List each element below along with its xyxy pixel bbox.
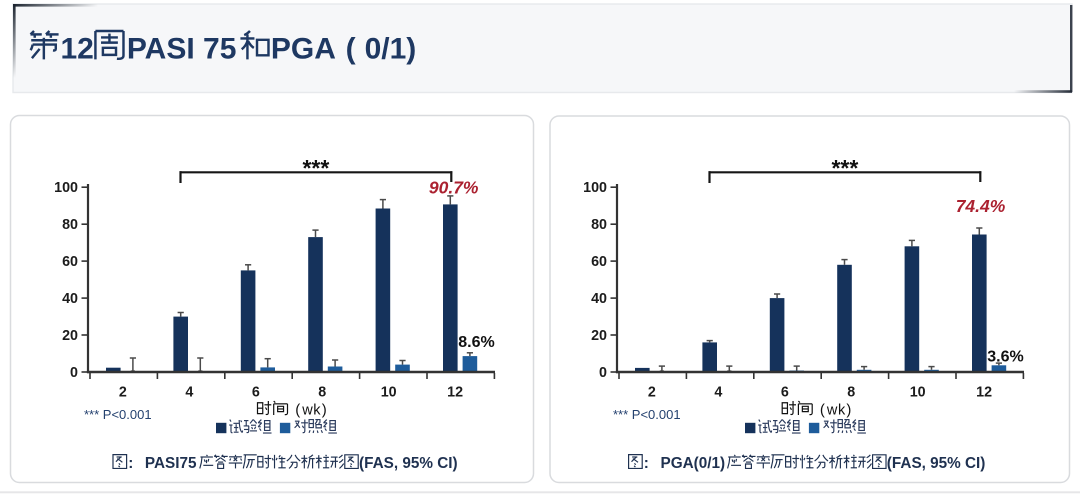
svg-text:100: 100 bbox=[54, 180, 78, 196]
svg-text:80: 80 bbox=[62, 217, 78, 233]
svg-text:0: 0 bbox=[70, 365, 78, 381]
svg-text:10: 10 bbox=[910, 385, 926, 401]
svg-text:PASI 75: PASI 75 bbox=[127, 33, 236, 66]
svg-text:): ) bbox=[406, 33, 416, 66]
svg-text:(: ( bbox=[820, 402, 825, 419]
svg-text:*** P<0.001: *** P<0.001 bbox=[613, 407, 681, 422]
svg-text:8: 8 bbox=[847, 385, 855, 401]
svg-text:): ) bbox=[846, 402, 851, 419]
svg-text:wk: wk bbox=[301, 403, 321, 419]
svg-text:12: 12 bbox=[447, 385, 463, 401]
svg-text:6: 6 bbox=[781, 385, 789, 401]
svg-text:60: 60 bbox=[62, 254, 78, 270]
svg-text:60: 60 bbox=[591, 254, 607, 270]
svg-text:20: 20 bbox=[62, 328, 78, 344]
svg-text:2: 2 bbox=[648, 385, 656, 401]
svg-text:12: 12 bbox=[976, 385, 992, 401]
svg-text:0/1: 0/1 bbox=[365, 33, 407, 66]
svg-text:): ) bbox=[322, 402, 327, 419]
svg-text:8: 8 bbox=[318, 385, 326, 401]
svg-text:4: 4 bbox=[714, 385, 722, 401]
svg-text:10: 10 bbox=[381, 385, 397, 401]
svg-text:4: 4 bbox=[185, 385, 193, 401]
svg-text::: : bbox=[644, 455, 649, 472]
svg-text:100: 100 bbox=[583, 180, 607, 196]
svg-text:(FAS, 95% CI): (FAS, 95% CI) bbox=[887, 455, 986, 472]
svg-text:0: 0 bbox=[599, 365, 607, 381]
svg-text:40: 40 bbox=[591, 291, 607, 307]
svg-text:2: 2 bbox=[119, 385, 127, 401]
svg-text:74.4%: 74.4% bbox=[956, 196, 1006, 216]
svg-text:40: 40 bbox=[62, 291, 78, 307]
svg-text:PGA: PGA bbox=[271, 33, 336, 66]
svg-text:90.7%: 90.7% bbox=[429, 178, 479, 198]
svg-text:PASI75: PASI75 bbox=[145, 455, 197, 472]
svg-text::: : bbox=[128, 455, 133, 472]
svg-text:*** P<0.001: *** P<0.001 bbox=[84, 407, 152, 422]
svg-text:3.6%: 3.6% bbox=[987, 349, 1023, 366]
svg-text:80: 80 bbox=[591, 217, 607, 233]
svg-text:wk: wk bbox=[826, 403, 846, 419]
svg-text:8.6%: 8.6% bbox=[458, 334, 494, 351]
svg-text:***: *** bbox=[302, 155, 329, 181]
svg-text:PGA(0/1): PGA(0/1) bbox=[661, 455, 726, 472]
svg-text:(: ( bbox=[346, 33, 356, 66]
svg-text:20: 20 bbox=[591, 328, 607, 344]
svg-text:(FAS, 95% CI): (FAS, 95% CI) bbox=[359, 455, 458, 472]
svg-text:6: 6 bbox=[252, 385, 260, 401]
svg-text:***: *** bbox=[831, 155, 858, 181]
svg-text:12: 12 bbox=[61, 33, 94, 66]
svg-text:(: ( bbox=[295, 402, 300, 419]
